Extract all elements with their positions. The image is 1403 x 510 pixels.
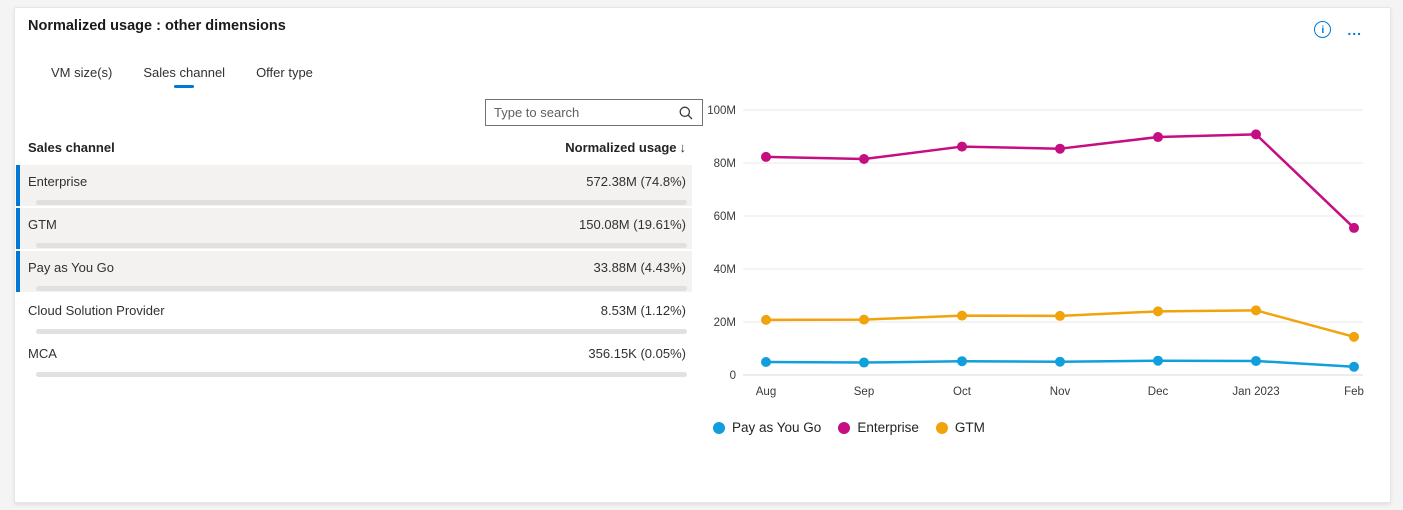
row-label: GTM (28, 217, 57, 232)
panel-header-actions: i ... (1314, 21, 1362, 38)
data-point (1153, 355, 1163, 366)
data-point (859, 314, 869, 325)
data-point (761, 314, 771, 325)
column-header-dimension[interactable]: Sales channel (28, 140, 115, 155)
usage-bar-track (36, 372, 687, 377)
data-point (957, 141, 967, 152)
data-point (859, 154, 869, 165)
page-title: Normalized usage : other dimensions (28, 18, 286, 34)
table-row[interactable]: Enterprise 572.38M (74.8%) (16, 165, 692, 206)
row-label: Pay as You Go (28, 260, 115, 275)
data-point (1055, 310, 1065, 321)
search-input[interactable] (494, 105, 678, 120)
usage-bar-track (36, 243, 687, 248)
row-value: 150.08M (19.61%) (579, 217, 686, 232)
search-icon[interactable] (678, 105, 694, 121)
data-point (1349, 331, 1359, 342)
usage-bar-track (36, 329, 687, 334)
dimension-tabs: VM size(s) Sales channel Offer type (51, 65, 313, 94)
data-point (761, 357, 771, 368)
x-axis-tick-label: Jan 2023 (1232, 386, 1279, 398)
data-point (1153, 132, 1163, 143)
data-point (761, 151, 771, 162)
row-label: Enterprise (28, 174, 88, 189)
tab-offer-type[interactable]: Offer type (256, 65, 313, 80)
data-point (1055, 356, 1065, 367)
row-value: 356.15K (0.05%) (588, 346, 686, 361)
normalized-usage-panel: Normalized usage : other dimensions i ..… (14, 7, 1391, 503)
search-box (485, 99, 703, 126)
usage-bar-track (36, 200, 687, 205)
row-label: MCA (28, 346, 57, 361)
legend-dot-icon (713, 421, 725, 434)
row-value: 8.53M (1.12%) (600, 303, 686, 318)
y-axis-tick-label: 40M (714, 264, 736, 276)
table-row[interactable]: Pay as You Go 33.88M (4.43%) (16, 251, 692, 292)
y-axis-tick-label: 100M (707, 105, 736, 117)
legend-item-gtm[interactable]: GTM (935, 420, 985, 435)
table-body: Enterprise 572.38M (74.8%) GTM 150.08M (19.… (16, 165, 692, 378)
data-point (957, 310, 967, 321)
row-value: 33.88M (4.43%) (593, 260, 687, 275)
y-axis-tick-label: 0 (730, 370, 736, 382)
data-point (1153, 306, 1163, 317)
sales-channel-table: Sales channel Normalized usage ↓ Enterpri… (16, 134, 692, 380)
data-point (1349, 361, 1359, 372)
y-axis-tick-label: 20M (714, 317, 736, 329)
more-options-icon[interactable]: ... (1347, 21, 1362, 38)
y-axis-tick-label: 60M (714, 211, 736, 223)
data-point (957, 356, 967, 367)
x-axis-tick-label: Nov (1050, 386, 1071, 398)
x-axis-tick-label: Feb (1344, 386, 1364, 398)
table-row[interactable]: GTM 150.08M (19.61%) (16, 208, 692, 249)
chart-legend: Pay as You Go Enterprise GTM (713, 420, 985, 435)
x-axis-tick-label: Sep (854, 386, 874, 398)
data-point (859, 357, 869, 368)
table-header-row: Sales channel Normalized usage ↓ (16, 134, 692, 165)
row-value: 572.38M (74.8%) (586, 174, 686, 189)
legend-dot-icon (935, 421, 948, 434)
usage-bar-track (36, 286, 687, 291)
data-point (1251, 129, 1261, 140)
data-point (1251, 305, 1261, 316)
table-row[interactable]: Cloud Solution Provider 8.53M (1.12%) (16, 294, 692, 335)
row-label: Cloud Solution Provider (28, 303, 165, 318)
data-point (1349, 222, 1359, 233)
legend-dot-icon (838, 421, 851, 434)
x-axis-tick-label: Dec (1148, 386, 1169, 398)
usage-trend-chart[interactable]: 100M 80M 60M 40M 20M 0 Aug Sep Oct Nov Dec Jan 2023… (701, 96, 1381, 406)
column-header-metric[interactable]: Normalized usage ↓ (565, 140, 686, 155)
x-axis-tick-label: Oct (953, 386, 972, 398)
tab-vm-size-s-[interactable]: VM size(s) (51, 65, 113, 80)
sort-descending-icon: ↓ (679, 140, 687, 155)
x-axis-tick-label: Aug (756, 386, 776, 398)
tab-sales-channel[interactable]: Sales channel (143, 65, 225, 94)
legend-label: Pay as You Go (732, 420, 822, 435)
y-axis-tick-label: 80M (714, 158, 736, 170)
table-row[interactable]: MCA 356.15K (0.05%) (16, 337, 692, 378)
info-icon[interactable]: i (1314, 21, 1332, 38)
legend-label: Enterprise (857, 420, 919, 435)
legend-label: GTM (954, 420, 985, 435)
legend-item-enterprise[interactable]: Enterprise (838, 420, 919, 435)
data-point (1251, 355, 1261, 366)
legend-item-pay-as-you-go[interactable]: Pay as You Go (713, 420, 821, 435)
data-point (1055, 143, 1065, 154)
